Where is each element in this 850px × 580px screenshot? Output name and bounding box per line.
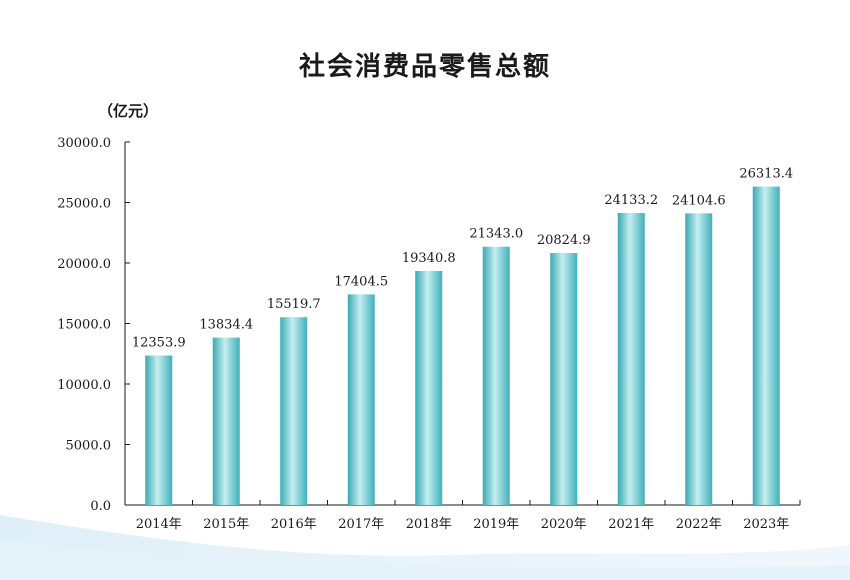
x-axis-category-label: 2023年 [743,517,789,532]
bar-value-label: 19340.8 [402,251,456,266]
bar-value-label: 15519.7 [267,297,321,312]
bar [617,212,645,505]
bar [685,213,713,505]
bar-value-label: 24133.2 [604,193,658,208]
x-axis-category-label: 2015年 [203,517,249,532]
y-axis-unit-label: （亿元） [98,102,159,120]
bar [482,246,510,505]
bar [145,355,173,505]
y-axis-tick-label: 10000.0 [57,378,111,393]
bar-value-label: 20824.9 [537,233,591,248]
bar [550,253,578,505]
y-axis-tick-label: 0.0 [90,499,111,514]
x-axis-category-label: 2018年 [406,517,452,532]
x-axis-category-label: 2020年 [541,517,587,532]
y-axis-tick-label: 20000.0 [57,257,111,272]
bar [212,337,240,505]
bar [415,270,443,505]
x-axis-category-label: 2017年 [338,517,384,532]
x-axis-category-label: 2014年 [136,517,182,532]
x-axis-category-label: 2021年 [608,517,654,532]
bar-value-label: 24104.6 [672,193,726,208]
bar [347,294,375,505]
x-axis-category-label: 2022年 [676,517,722,532]
x-axis-category-label: 2016年 [271,517,317,532]
bar-value-label: 26313.4 [739,167,793,182]
y-axis-tick-label: 15000.0 [57,318,111,333]
x-axis-category-label: 2019年 [473,517,519,532]
bar-value-label: 12353.9 [132,336,186,351]
y-axis-tick-label: 25000.0 [57,197,111,212]
bar-value-label: 13834.4 [199,318,253,333]
bar [752,186,780,506]
bar-value-label: 17404.5 [334,274,388,289]
chart-title: 社会消费品零售总额 [298,52,551,82]
y-axis-tick-label: 30000.0 [57,136,111,151]
bar-value-label: 21343.0 [469,227,523,242]
y-axis-tick-label: 5000.0 [66,439,112,454]
bar [280,317,308,505]
